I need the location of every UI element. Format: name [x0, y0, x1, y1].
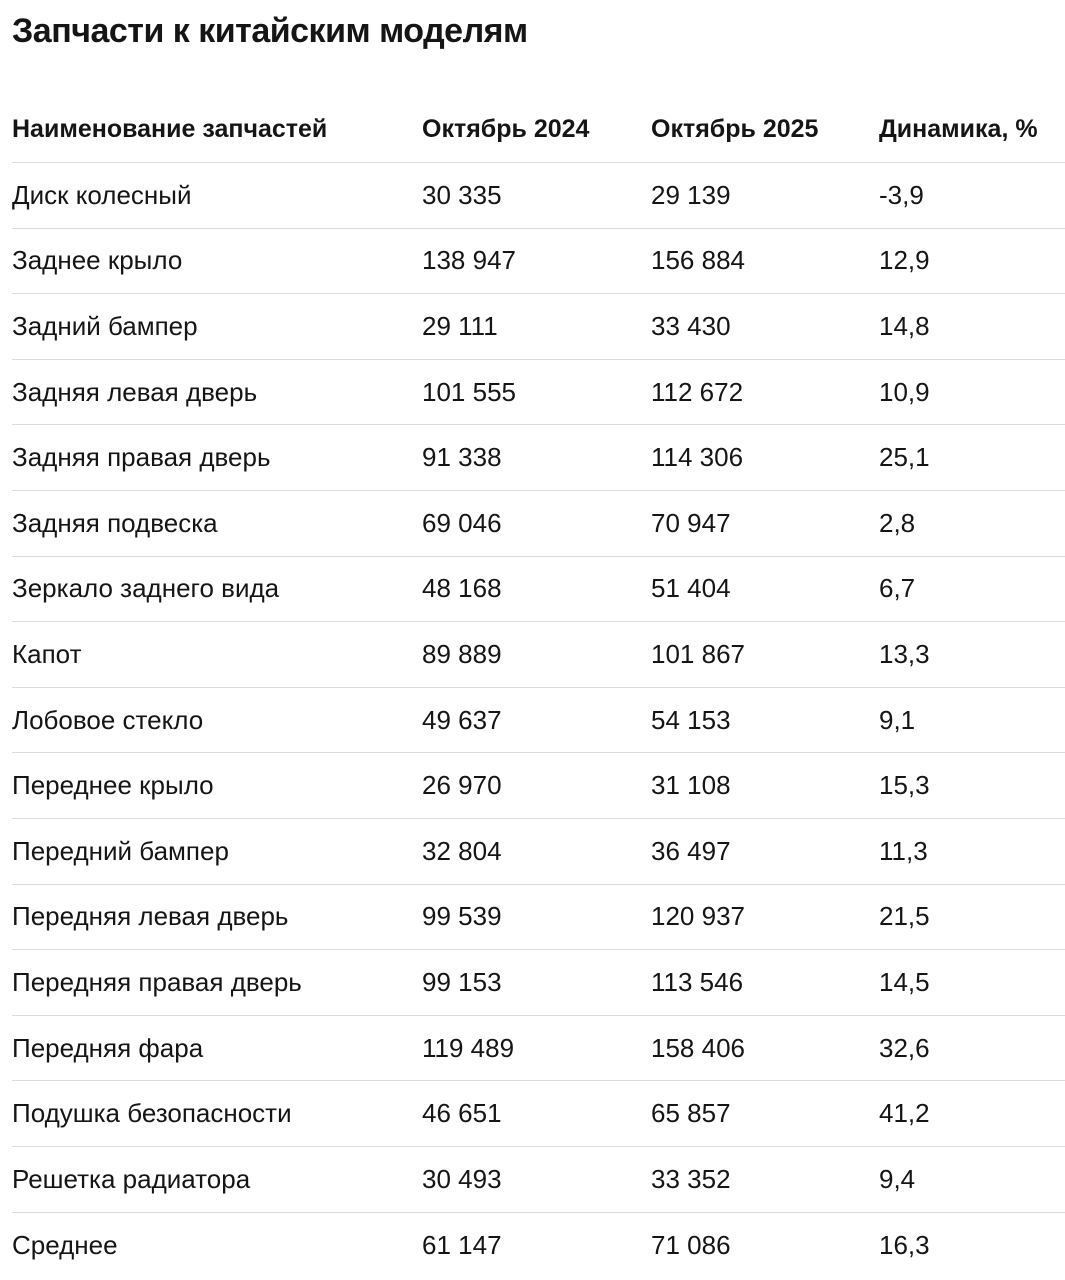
table-cell: 10,9 — [879, 376, 930, 407]
table-cell: 119 489 — [422, 1032, 515, 1063]
table-cell: Передняя левая дверь — [12, 901, 289, 932]
table-row: Задняя левая дверь 101 555 112 672 10,9 — [12, 360, 1065, 426]
table-cell: 12,9 — [879, 245, 930, 276]
table-cell: 69 046 — [422, 507, 502, 538]
table-cell: 16,3 — [879, 1229, 930, 1260]
table-cell: Переднее крыло — [12, 770, 214, 801]
table-cell: 99 539 — [422, 901, 502, 932]
table-cell: 89 889 — [422, 638, 502, 669]
table-cell: 46 651 — [422, 1098, 502, 1129]
table-cell: Передний бампер — [12, 835, 229, 866]
table-cell: 65 857 — [651, 1098, 731, 1129]
table-row: Передняя фара 119 489 158 406 32,6 — [12, 1016, 1065, 1082]
table-cell: 71 086 — [651, 1229, 731, 1260]
table-cell: 14,5 — [879, 966, 930, 997]
table-row: Заднее крыло 138 947 156 884 12,9 — [12, 229, 1065, 295]
table-cell: Диск колесный — [12, 179, 192, 210]
table-row: Подушка безопасности 46 651 65 857 41,2 — [12, 1081, 1065, 1147]
table-row: Задний бампер 29 111 33 430 14,8 — [12, 294, 1065, 360]
table-row: Передний бампер 32 804 36 497 11,3 — [12, 819, 1065, 885]
table-cell: 51 404 — [651, 573, 731, 604]
table-cell: Подушка безопасности — [12, 1098, 292, 1129]
table-row: Диск колесный 30 335 29 139 -3,9 — [12, 163, 1065, 229]
table-cell: 70 947 — [651, 507, 731, 538]
header-cell: Наименование запчастей — [12, 115, 328, 143]
table-cell: 138 947 — [422, 245, 516, 276]
table-row: Капот 89 889 101 867 13,3 — [12, 622, 1065, 688]
table-cell: Капот — [12, 638, 82, 669]
table-cell: 114 306 — [651, 442, 744, 473]
table-cell: 30 493 — [422, 1163, 502, 1194]
table-cell: Задняя правая дверь — [12, 442, 271, 473]
table-cell: 21,5 — [879, 901, 930, 932]
table-cell: 99 153 — [422, 966, 502, 997]
table-cell: 2,8 — [879, 507, 916, 538]
table-cell: 32,6 — [879, 1032, 930, 1063]
title: Запчасти к китайским моделям — [12, 12, 528, 50]
table-row: Передняя левая дверь 99 539 120 937 21,5 — [12, 885, 1065, 951]
table-cell: 101 555 — [422, 376, 516, 407]
table-row: Задняя правая дверь 91 338 114 306 25,1 — [12, 425, 1065, 491]
table-cell: Заднее крыло — [12, 245, 183, 276]
table-cell: 101 867 — [651, 638, 745, 669]
table-row: Переднее крыло 26 970 31 108 15,3 — [12, 753, 1065, 819]
table-cell: Решетка радиатора — [12, 1163, 251, 1194]
header-cell: Динамика, % — [879, 115, 1038, 143]
table-row: Задняя подвеска 69 046 70 947 2,8 — [12, 491, 1065, 557]
table-cell: 31 108 — [651, 770, 731, 801]
header-cell: Октябрь 2025 — [651, 115, 819, 143]
table-cell: 158 406 — [651, 1032, 745, 1063]
table-cell: Задний бампер — [12, 310, 198, 341]
table-cell: 113 546 — [651, 966, 744, 997]
table-cell: 9,4 — [879, 1163, 916, 1194]
table-row: Лобовое стекло 49 637 54 153 9,1 — [12, 688, 1065, 754]
table-cell: Среднее — [12, 1229, 118, 1260]
table-cell: 6,7 — [879, 573, 916, 604]
table-cell: 15,3 — [879, 770, 930, 801]
table-cell: 112 672 — [651, 376, 744, 407]
table-cell: 13,3 — [879, 638, 930, 669]
table-cell: 49 637 — [422, 704, 502, 735]
table: Наименование запчастей Октябрь 2024 Октябр… — [12, 97, 1065, 1278]
table-cell: Лобовое стекло — [12, 704, 204, 735]
table-cell: 29 111 — [422, 310, 498, 341]
table-cell: 36 497 — [651, 835, 731, 866]
header-cell: Октябрь 2024 — [422, 115, 590, 143]
table-cell: 41,2 — [879, 1098, 930, 1129]
table-cell: 120 937 — [651, 901, 745, 932]
table-cell: Передняя правая дверь — [12, 966, 302, 997]
table-row: Среднее 61 147 71 086 16,3 — [12, 1213, 1065, 1279]
table-cell: Передняя фара — [12, 1032, 204, 1063]
table-cell: -3,9 — [879, 179, 924, 210]
table-cell: 91 338 — [422, 442, 502, 473]
table-cell: Задняя подвеска — [12, 507, 218, 538]
table-row: Зеркало заднего вида 48 168 51 404 6,7 — [12, 557, 1065, 623]
table-cell: 30 335 — [422, 179, 502, 210]
table-cell: Задняя левая дверь — [12, 376, 258, 407]
table-cell: 61 147 — [422, 1229, 502, 1260]
table-cell: Зеркало заднего вида — [12, 573, 280, 604]
table-cell: 29 139 — [651, 179, 731, 210]
table-row: Решетка радиатора 30 493 33 352 9,4 — [12, 1147, 1065, 1213]
table-cell: 9,1 — [879, 704, 916, 735]
table-cell: 26 970 — [422, 770, 502, 801]
table-cell: 156 884 — [651, 245, 745, 276]
table-cell: 33 352 — [651, 1163, 731, 1194]
table-cell: 25,1 — [879, 442, 930, 473]
header-row: Наименование запчастей Октябрь 2024 Октябр… — [12, 97, 1065, 163]
table-cell: 48 168 — [422, 573, 502, 604]
table-row: Передняя правая дверь 99 153 113 546 14,5 — [12, 950, 1065, 1016]
table-cell: 33 430 — [651, 310, 731, 341]
table-cell: 32 804 — [422, 835, 502, 866]
table-cell: 14,8 — [879, 310, 930, 341]
table-cell: 11,3 — [879, 835, 928, 866]
table-cell: 54 153 — [651, 704, 731, 735]
